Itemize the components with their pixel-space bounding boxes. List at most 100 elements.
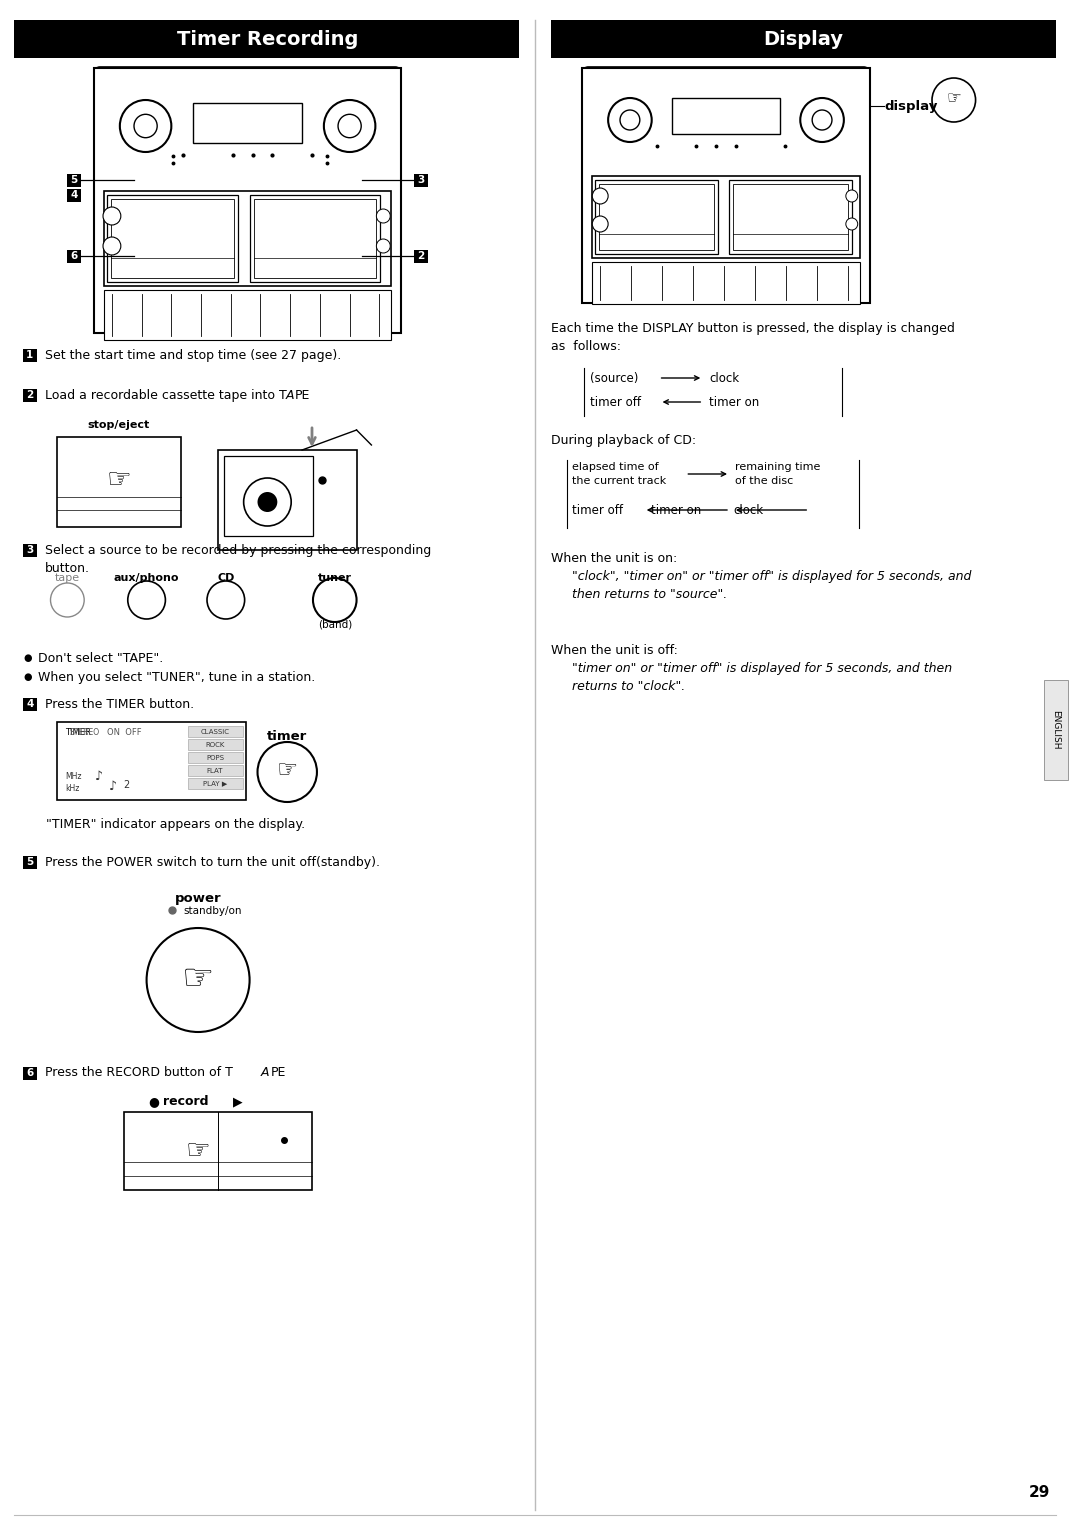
Text: Timer Recording: Timer Recording <box>177 29 359 49</box>
Text: stop/eject: stop/eject <box>87 420 150 430</box>
Text: When you select "TUNER", tune in a station.: When you select "TUNER", tune in a stati… <box>38 670 315 684</box>
Text: 1: 1 <box>26 349 33 360</box>
Bar <box>249 195 380 282</box>
Text: ●: ● <box>24 653 32 662</box>
Bar <box>551 20 1056 58</box>
Bar <box>414 249 428 262</box>
Circle shape <box>127 581 165 620</box>
Bar <box>23 856 37 868</box>
Bar <box>224 456 313 536</box>
Text: 2: 2 <box>417 250 424 261</box>
Circle shape <box>846 191 858 201</box>
Text: 4: 4 <box>26 699 33 710</box>
Text: remaining time: remaining time <box>734 462 821 472</box>
Text: Load a recordable cassette tape into T: Load a recordable cassette tape into T <box>44 389 286 401</box>
Text: tape: tape <box>55 572 80 583</box>
Text: as  follows:: as follows: <box>551 340 621 353</box>
Text: A: A <box>260 1067 269 1079</box>
Text: ▶: ▶ <box>233 1096 242 1108</box>
Text: the current track: the current track <box>572 476 666 485</box>
Text: button.: button. <box>44 562 90 574</box>
Text: timer: timer <box>267 729 308 743</box>
Text: power: power <box>175 893 221 905</box>
Bar <box>733 185 848 250</box>
Bar <box>104 290 391 340</box>
Bar <box>124 1112 312 1190</box>
Text: ENGLISH: ENGLISH <box>1051 710 1061 749</box>
Text: TIMER: TIMER <box>66 728 91 737</box>
Circle shape <box>376 209 390 223</box>
Text: ●: ● <box>24 671 32 682</box>
Text: (band): (band) <box>318 620 352 629</box>
Text: display: display <box>885 99 937 113</box>
Bar <box>188 726 243 737</box>
Bar <box>193 102 302 143</box>
Text: POPS: POPS <box>206 754 224 760</box>
Text: of the disc: of the disc <box>734 476 793 485</box>
FancyBboxPatch shape <box>95 67 400 192</box>
Bar <box>57 722 245 800</box>
Circle shape <box>592 217 608 232</box>
Bar <box>107 195 238 282</box>
Text: ♪: ♪ <box>95 771 103 783</box>
Circle shape <box>244 478 292 526</box>
Text: "timer on" or "timer off" is displayed for 5 seconds, and then: "timer on" or "timer off" is displayed f… <box>572 662 953 674</box>
Text: elapsed time of: elapsed time of <box>572 462 659 472</box>
Text: PE: PE <box>295 389 311 401</box>
Circle shape <box>103 237 121 255</box>
FancyBboxPatch shape <box>218 450 356 549</box>
Text: timer on: timer on <box>710 395 759 409</box>
Bar <box>188 752 243 763</box>
Text: Display: Display <box>764 29 843 49</box>
Bar <box>188 778 243 789</box>
Text: STEREO: STEREO <box>69 728 99 737</box>
Text: timer off: timer off <box>591 395 642 409</box>
Text: returns to "clock".: returns to "clock". <box>572 681 686 693</box>
Circle shape <box>257 491 278 513</box>
Text: Select a source to be recorded by pressing the corresponding: Select a source to be recorded by pressi… <box>44 543 431 557</box>
Circle shape <box>313 578 356 623</box>
Text: ☞: ☞ <box>276 758 298 781</box>
Bar <box>94 69 401 333</box>
Circle shape <box>592 188 608 204</box>
Text: ON  OFF: ON OFF <box>107 728 141 737</box>
Bar <box>23 1067 37 1079</box>
Text: aux/phono: aux/phono <box>113 572 179 583</box>
Bar <box>57 436 181 526</box>
Bar <box>414 174 428 186</box>
Circle shape <box>338 114 361 137</box>
Text: ●: ● <box>148 1096 159 1108</box>
Text: During playback of CD:: During playback of CD: <box>551 433 696 447</box>
Text: MHz: MHz <box>66 772 82 781</box>
Bar <box>595 180 718 253</box>
Text: clock: clock <box>733 504 764 516</box>
Text: PE: PE <box>270 1067 286 1079</box>
Text: 6: 6 <box>70 250 78 261</box>
Circle shape <box>120 101 172 153</box>
Circle shape <box>800 98 843 142</box>
Bar <box>254 198 376 278</box>
Text: standby/on: standby/on <box>184 906 242 916</box>
Text: 2: 2 <box>123 780 130 790</box>
Bar <box>23 543 37 557</box>
Text: timer off: timer off <box>572 504 623 516</box>
Text: 29: 29 <box>1028 1485 1050 1500</box>
Text: kHz: kHz <box>66 784 80 794</box>
Circle shape <box>134 114 158 137</box>
Bar <box>14 20 519 58</box>
Text: ☞: ☞ <box>107 465 132 494</box>
Bar <box>67 189 81 201</box>
Circle shape <box>376 240 390 253</box>
Text: ROCK: ROCK <box>205 742 225 748</box>
Bar <box>23 348 37 362</box>
Bar <box>23 389 37 401</box>
Text: Press the TIMER button.: Press the TIMER button. <box>44 697 193 711</box>
Text: "clock", "timer on" or "timer off" is displayed for 5 seconds, and: "clock", "timer on" or "timer off" is di… <box>572 571 972 583</box>
Text: Each time the DISPLAY button is pressed, the display is changed: Each time the DISPLAY button is pressed,… <box>551 322 955 336</box>
Bar <box>729 180 852 253</box>
Circle shape <box>103 208 121 224</box>
Bar <box>188 739 243 749</box>
Text: CLASSIC: CLASSIC <box>201 728 229 734</box>
Bar <box>111 198 233 278</box>
Text: CD: CD <box>217 572 234 583</box>
